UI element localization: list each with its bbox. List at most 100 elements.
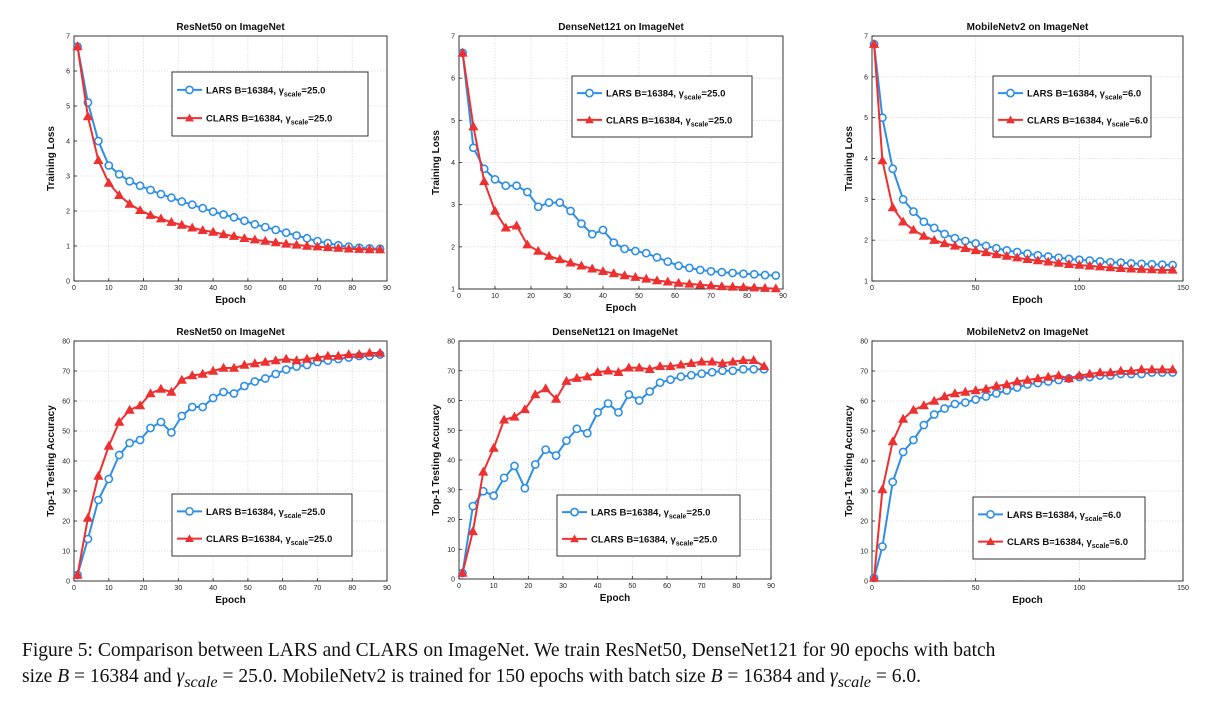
data-point bbox=[219, 387, 228, 397]
data-point bbox=[489, 491, 499, 501]
x-tick-label: 30 bbox=[174, 585, 182, 592]
x-tick-label: 100 bbox=[1073, 585, 1085, 592]
y-tick-label: 60 bbox=[447, 398, 455, 405]
data-point bbox=[970, 385, 981, 395]
data-point bbox=[512, 181, 521, 191]
data-point bbox=[918, 400, 929, 410]
x-tick-label: 0 bbox=[72, 585, 76, 592]
caption-math: = 25.0 bbox=[217, 666, 273, 687]
legend: LARS B=16384, γscale=6.0 CLARS B=16384, γ… bbox=[972, 496, 1146, 560]
legend-label: LARS B=16384, γscale=25.0 bbox=[206, 507, 325, 520]
caption-math-gamma: γ bbox=[829, 666, 838, 687]
data-point bbox=[1032, 255, 1043, 265]
data-point bbox=[218, 362, 229, 372]
legend-box bbox=[992, 75, 1152, 138]
data-point bbox=[717, 267, 727, 277]
data-point bbox=[208, 393, 218, 403]
y-tick-label: 5 bbox=[451, 118, 455, 125]
data-point bbox=[103, 440, 114, 450]
data-point bbox=[919, 420, 929, 430]
data-point bbox=[960, 243, 971, 253]
x-tick-label: 70 bbox=[698, 583, 706, 590]
data-point bbox=[104, 474, 114, 484]
data-point bbox=[166, 216, 177, 226]
x-tick-label: 40 bbox=[209, 585, 217, 592]
x-tick-label: 90 bbox=[767, 583, 775, 590]
data-point bbox=[971, 395, 981, 404]
data-point bbox=[543, 250, 555, 260]
data-point bbox=[980, 383, 992, 393]
chart-panel-5: 0 10 20 30 40 50 60 70 80 90 0 10 20 30 40 50 60 70 80 Dens… bbox=[431, 327, 775, 604]
data-point bbox=[641, 273, 652, 283]
x-tick-label: 90 bbox=[779, 293, 787, 300]
data-point bbox=[187, 200, 197, 210]
data-point bbox=[918, 230, 929, 240]
data-point bbox=[554, 254, 565, 264]
data-point bbox=[662, 276, 673, 286]
caption-text: size bbox=[22, 666, 58, 687]
caption-line-2: size B = 16384 and γscale = 25.0. Mobile… bbox=[22, 664, 1187, 695]
data-point bbox=[561, 375, 572, 385]
data-point bbox=[478, 466, 489, 476]
data-point bbox=[587, 263, 598, 273]
data-point bbox=[908, 224, 919, 234]
data-point bbox=[697, 369, 707, 379]
data-point bbox=[229, 389, 239, 398]
data-point bbox=[716, 281, 727, 291]
data-point bbox=[970, 245, 981, 255]
data-point bbox=[125, 176, 135, 186]
caption-text: . MobileNetv2 is trained for 150 epochs … bbox=[272, 666, 711, 687]
legend-swatch-marker bbox=[1006, 88, 1015, 98]
data-point bbox=[1043, 256, 1054, 266]
data-point bbox=[898, 413, 909, 423]
x-tick-label: 50 bbox=[244, 285, 252, 292]
legend-label: LARS B=16384, γscale=6.0 bbox=[1007, 510, 1121, 523]
y-tick-label: 6 bbox=[66, 69, 70, 76]
data-point bbox=[1094, 261, 1106, 271]
data-point bbox=[104, 161, 114, 170]
data-point bbox=[551, 451, 561, 460]
data-point bbox=[250, 219, 260, 229]
data-point bbox=[582, 428, 592, 438]
y-tick-label: 40 bbox=[447, 458, 455, 465]
data-point bbox=[249, 358, 260, 368]
data-point bbox=[281, 365, 291, 374]
data-point bbox=[705, 280, 717, 290]
data-point bbox=[1032, 373, 1043, 383]
data-point bbox=[940, 229, 949, 239]
data-point bbox=[541, 445, 551, 454]
data-point bbox=[759, 282, 771, 292]
data-point bbox=[260, 235, 271, 245]
legend: LARS B=16384, γscale=25.0 CLARS B=16384, … bbox=[556, 494, 741, 557]
data-point bbox=[738, 364, 748, 374]
data-point bbox=[260, 356, 271, 366]
data-point bbox=[685, 263, 694, 273]
data-point bbox=[176, 374, 187, 384]
data-point bbox=[509, 411, 520, 421]
data-point bbox=[135, 435, 145, 445]
y-tick-label: 4 bbox=[66, 139, 70, 146]
data-point bbox=[239, 359, 250, 369]
data-point bbox=[592, 367, 603, 376]
y-tick-label: 70 bbox=[447, 368, 455, 375]
data-point bbox=[624, 390, 634, 399]
x-tick-label: 20 bbox=[524, 583, 532, 590]
y-tick-label: 1 bbox=[66, 244, 70, 251]
caption-math-b: B bbox=[710, 666, 723, 687]
data-point bbox=[1094, 367, 1106, 377]
caption-text: and bbox=[792, 666, 830, 687]
data-point bbox=[717, 358, 728, 368]
data-point bbox=[572, 424, 582, 434]
data-point bbox=[877, 542, 887, 551]
data-point bbox=[1105, 367, 1116, 377]
data-point bbox=[1157, 264, 1168, 274]
data-point bbox=[124, 198, 135, 208]
data-point bbox=[489, 205, 501, 215]
data-point bbox=[249, 234, 260, 244]
data-point bbox=[219, 210, 228, 219]
x-tick-label: 50 bbox=[972, 585, 980, 592]
x-tick-label: 40 bbox=[594, 583, 602, 590]
data-point bbox=[634, 396, 644, 405]
x-tick-label: 70 bbox=[314, 585, 322, 592]
x-axis-label: Epoch bbox=[1012, 595, 1043, 606]
